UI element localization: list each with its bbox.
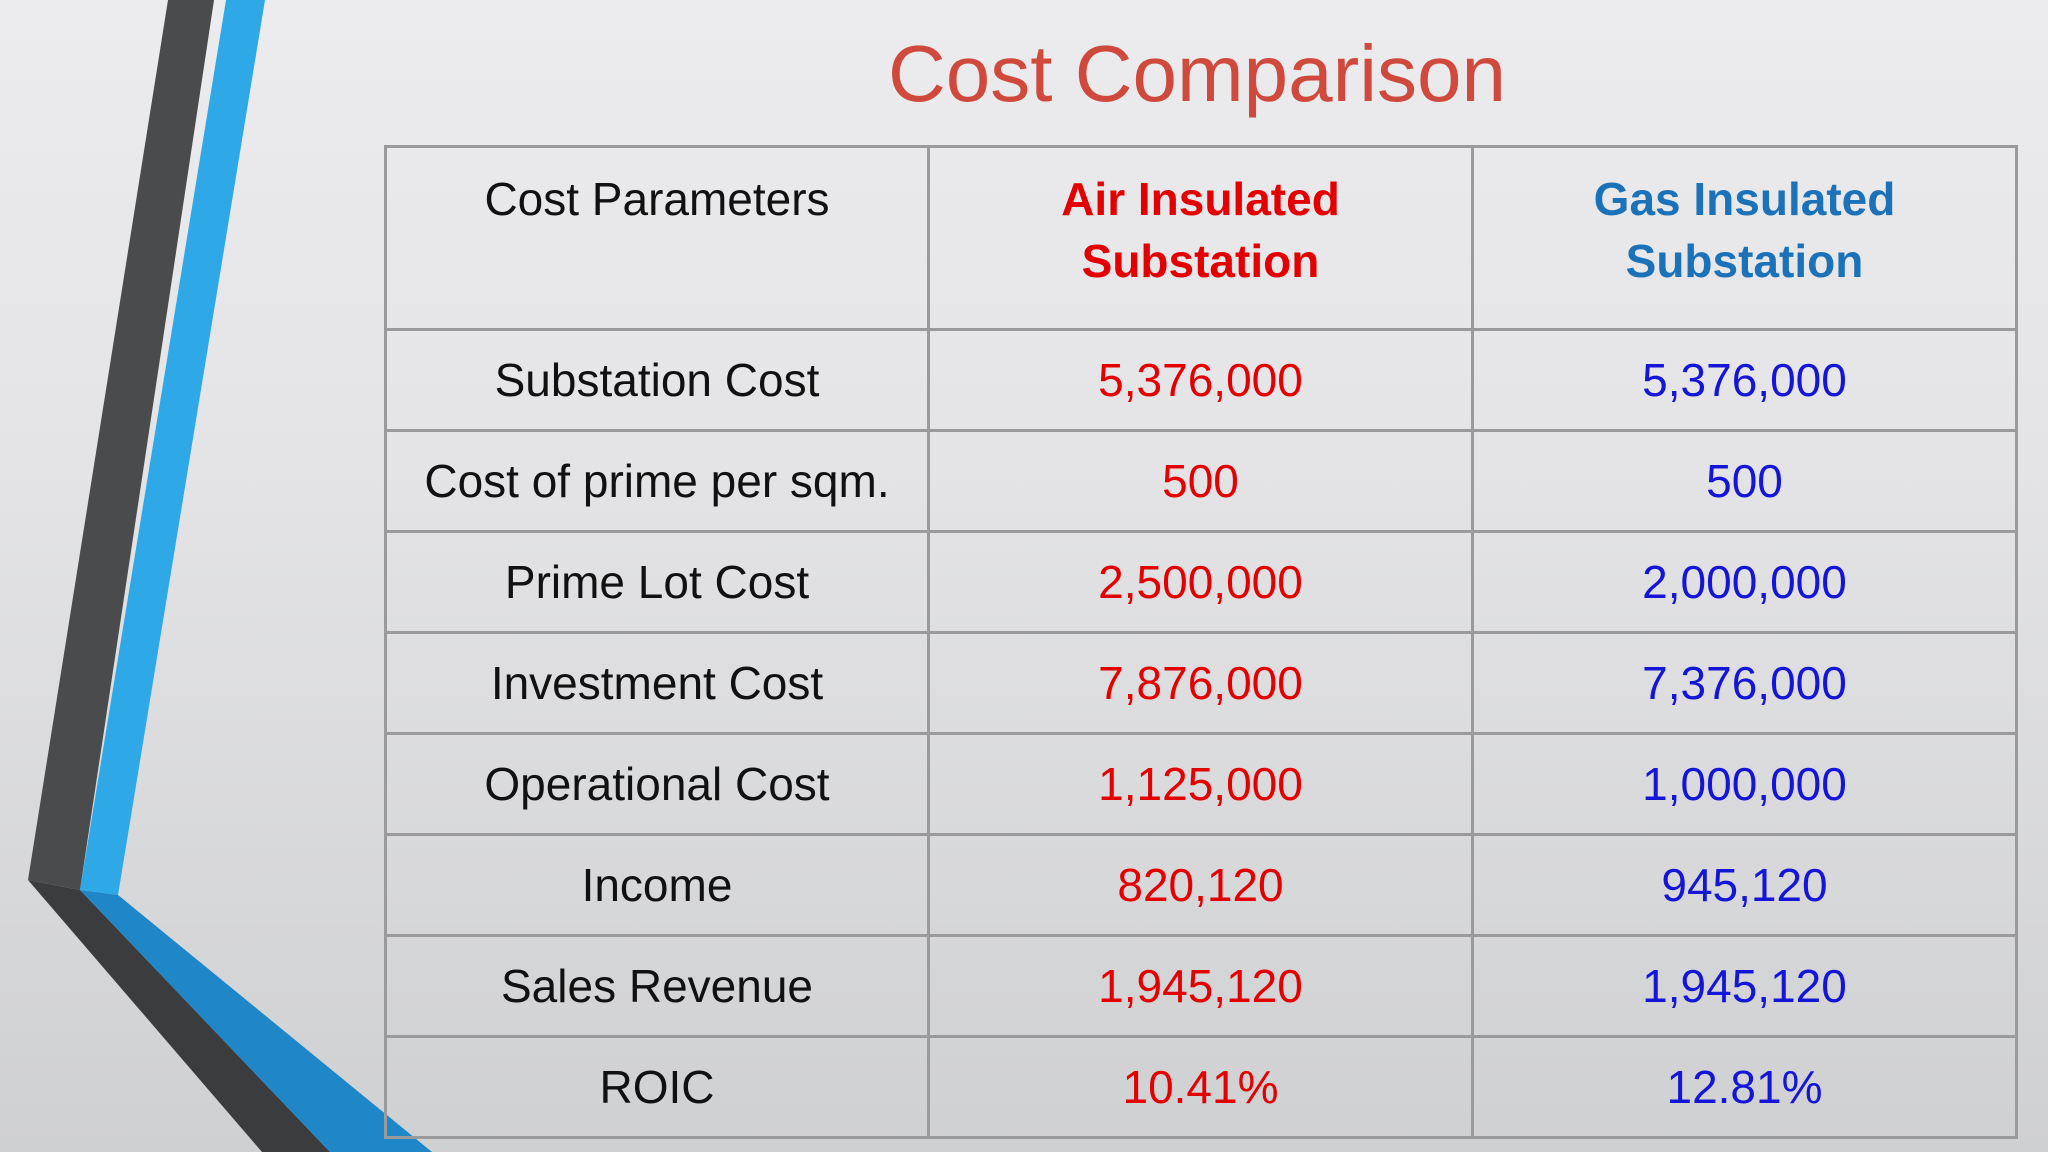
- header-air-insulated-line1: Air Insulated: [1061, 173, 1340, 225]
- row-ais-value: 5,376,000: [927, 328, 1474, 432]
- row-parameter: Operational Cost: [384, 732, 930, 836]
- table-row: Operational Cost 1,125,000 1,000,000: [384, 732, 2018, 836]
- row-gis-value: 1,000,000: [1471, 732, 2018, 836]
- header-cost-parameters: Cost Parameters: [384, 145, 930, 331]
- row-parameter: Prime Lot Cost: [384, 530, 930, 634]
- table-row: Investment Cost 7,876,000 7,376,000: [384, 631, 2018, 735]
- cost-comparison-table: Cost Parameters Air Insulated Substation…: [384, 145, 2018, 1139]
- row-parameter: Sales Revenue: [384, 934, 930, 1038]
- table-row: Sales Revenue 1,945,120 1,945,120: [384, 934, 2018, 1038]
- row-gis-value: 945,120: [1471, 833, 2018, 937]
- row-ais-value: 10.41%: [927, 1035, 1474, 1139]
- table-row: Prime Lot Cost 2,500,000 2,000,000: [384, 530, 2018, 634]
- dark-stripe-upper: [28, 0, 214, 890]
- dark-stripe-lower: [28, 880, 330, 1152]
- header-air-insulated: Air Insulated Substation: [927, 145, 1474, 331]
- page-title: Cost Comparison: [887, 29, 1506, 118]
- table-row: Substation Cost 5,376,000 5,376,000: [384, 328, 2018, 432]
- row-ais-value: 7,876,000: [927, 631, 1474, 735]
- row-gis-value: 12.81%: [1471, 1035, 2018, 1139]
- table-header-row: Cost Parameters Air Insulated Substation…: [384, 145, 2018, 331]
- row-parameter: Investment Cost: [384, 631, 930, 735]
- row-ais-value: 1,125,000: [927, 732, 1474, 836]
- row-gis-value: 5,376,000: [1471, 328, 2018, 432]
- table-row: Cost of prime per sqm. 500 500: [384, 429, 2018, 533]
- row-parameter: Income: [384, 833, 930, 937]
- row-ais-value: 500: [927, 429, 1474, 533]
- table-row: Income 820,120 945,120: [384, 833, 2018, 937]
- header-air-insulated-line2: Substation: [1081, 235, 1320, 287]
- row-gis-value: 2,000,000: [1471, 530, 2018, 634]
- table-row: ROIC 10.41% 12.81%: [384, 1035, 2018, 1139]
- blue-stripe-lower: [80, 890, 432, 1152]
- row-ais-value: 1,945,120: [927, 934, 1474, 1038]
- row-gis-value: 500: [1471, 429, 2018, 533]
- row-parameter: Substation Cost: [384, 328, 930, 432]
- row-ais-value: 2,500,000: [927, 530, 1474, 634]
- row-parameter: ROIC: [384, 1035, 930, 1139]
- header-gas-insulated-line1: Gas Insulated: [1593, 173, 1896, 225]
- blue-stripe-upper: [80, 0, 265, 895]
- row-gis-value: 1,945,120: [1471, 934, 2018, 1038]
- row-ais-value: 820,120: [927, 833, 1474, 937]
- header-gas-insulated: Gas Insulated Substation: [1471, 145, 2018, 331]
- row-parameter: Cost of prime per sqm.: [384, 429, 930, 533]
- header-gas-insulated-line2: Substation: [1625, 235, 1864, 287]
- row-gis-value: 7,376,000: [1471, 631, 2018, 735]
